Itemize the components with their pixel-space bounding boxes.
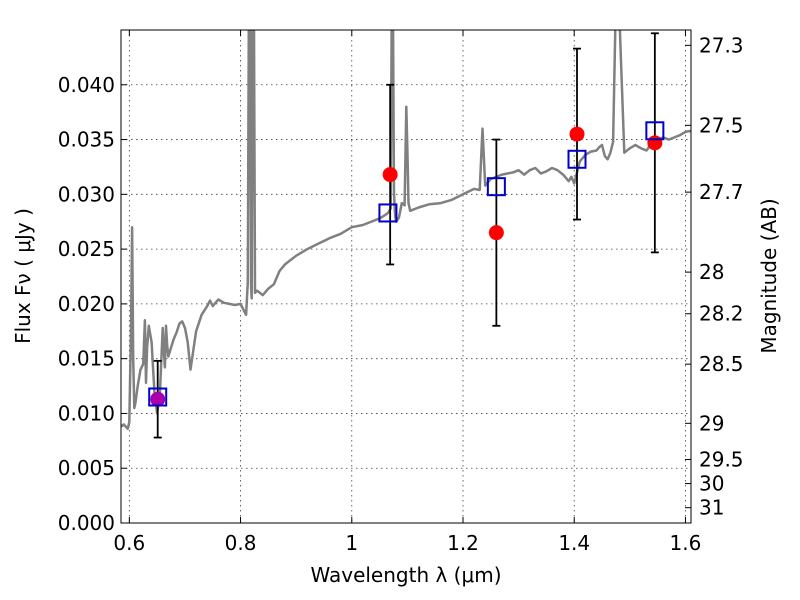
plot-area xyxy=(121,30,691,439)
x-tick-label: 1.4 xyxy=(558,531,590,555)
x-tick-label: 0.6 xyxy=(113,531,145,555)
observed-point xyxy=(647,135,663,151)
y-tick-label: 0.000 xyxy=(58,511,115,535)
mag-tick-label: 29.5 xyxy=(699,447,744,471)
y-tick-label: 0.025 xyxy=(58,237,115,261)
ticks: 0.6 0.8 1 1.2 1.4 1.6 0.000 0.005 0.010 0.015 0.02… xyxy=(58,30,744,555)
x-tick-label: 1 xyxy=(345,531,358,555)
mag-tick-label: 28 xyxy=(699,260,724,284)
mag-tick-label: 29 xyxy=(699,411,724,435)
x-tick-label: 0.8 xyxy=(225,531,257,555)
observed-point xyxy=(569,126,585,142)
y-tick-label: 0.030 xyxy=(58,182,115,206)
model-spectrum-line xyxy=(121,30,691,431)
y-tick-label: 0.015 xyxy=(58,347,115,371)
observed-point xyxy=(382,167,398,183)
grid xyxy=(121,30,691,524)
model-photometry-point xyxy=(486,177,506,197)
y-axis-label: Flux Fν ( μJy ) xyxy=(11,208,35,344)
mag-tick-label: 31 xyxy=(699,496,724,520)
mag-tick-label: 30 xyxy=(699,472,724,496)
y-tick-label: 0.040 xyxy=(58,73,115,97)
observed-point xyxy=(488,225,504,241)
plot-frame xyxy=(120,29,692,524)
mag-tick-label: 27.3 xyxy=(699,33,744,57)
model-photometry-point xyxy=(378,203,398,223)
x-axis-label: Wavelength λ (μm) xyxy=(310,563,501,587)
mag-tick-label: 28.5 xyxy=(699,352,744,376)
mag-tick-label: 28.2 xyxy=(699,302,744,326)
y-tick-label: 0.035 xyxy=(58,128,115,152)
y2-axis-label: Magnitude (AB) xyxy=(757,198,781,353)
y-tick-label: 0.005 xyxy=(58,456,115,480)
model-photometry-point xyxy=(645,121,665,141)
observed-point xyxy=(150,391,166,407)
mag-tick-label: 27.5 xyxy=(699,113,744,137)
x-tick-label: 1.6 xyxy=(670,531,702,555)
x-tick-label: 1.2 xyxy=(447,531,479,555)
mag-tick-label: 27.7 xyxy=(699,180,744,204)
y-tick-label: 0.020 xyxy=(58,292,115,316)
model-photometry-point xyxy=(148,387,168,407)
model-photometry-point xyxy=(567,149,587,169)
y-tick-label: 0.010 xyxy=(58,401,115,425)
